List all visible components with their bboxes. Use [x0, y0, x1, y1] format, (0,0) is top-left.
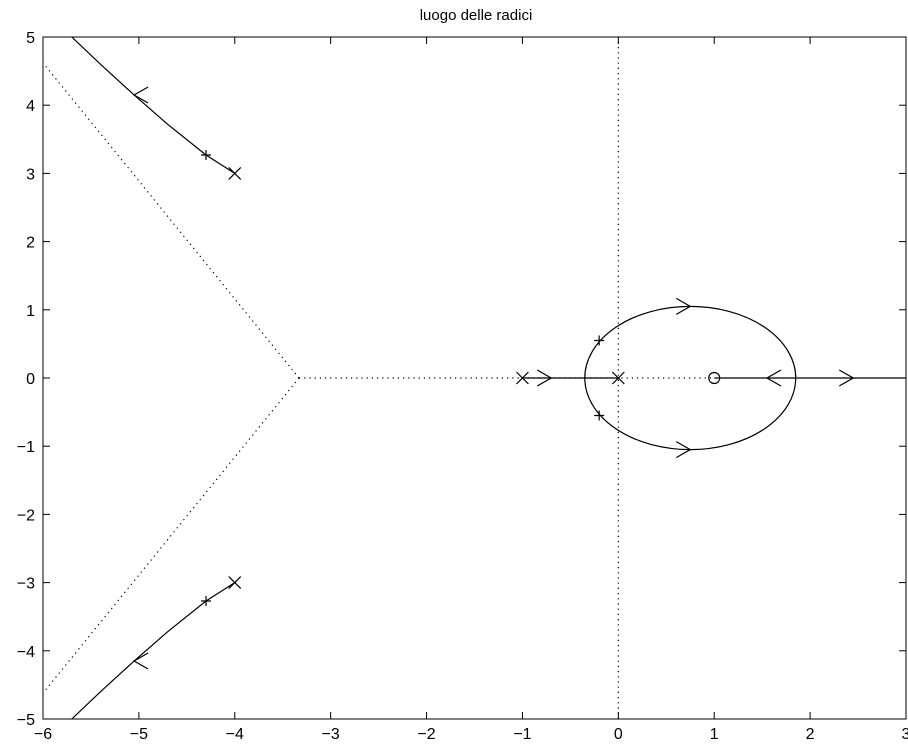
direction-arrow-1: [132, 652, 149, 670]
direction-arrow-3: [675, 297, 692, 315]
asymptote-layer: [43, 37, 715, 719]
pole-marker-2: [516, 371, 529, 385]
x-tick-label-2: −4: [226, 726, 244, 743]
x-tick-labels: −6 −5 −4 −3 −2 −1 0 1 2 3: [34, 726, 908, 743]
y-tick-label-5: 0: [26, 371, 35, 388]
pole-marker-1: [228, 576, 242, 590]
gain-point-marker-0: [201, 149, 212, 160]
pole-marker-3: [611, 371, 625, 385]
direction-arrow-2: [536, 369, 553, 387]
y-tick-label-0: −5: [17, 712, 35, 729]
axis-ticks: [42, 36, 907, 720]
direction-arrow-5: [765, 369, 782, 387]
gain-point-marker-2: [594, 335, 605, 346]
y-tick-label-6: 1: [26, 303, 35, 320]
x-tick-label-5: −1: [513, 726, 531, 743]
chart-title: luogo delle radici: [420, 7, 533, 24]
pole-marker-0: [228, 166, 242, 180]
gain-point-marker-3: [594, 410, 605, 421]
locus-branch-0: [71, 37, 236, 174]
y-tick-label-8: 3: [26, 166, 35, 183]
y-tick-label-2: −3: [17, 576, 35, 593]
asymptote-line-7: [43, 62, 300, 379]
y-tick-label-4: −1: [17, 439, 35, 456]
x-tick-label-4: −2: [417, 726, 435, 743]
y-tick-label-10: 5: [26, 30, 35, 47]
marker-layer: [132, 86, 855, 670]
locus-branch-1: [71, 582, 236, 719]
y-tick-label-3: −2: [17, 507, 35, 524]
y-tick-label-9: 4: [26, 98, 35, 115]
x-tick-label-6: 0: [614, 726, 623, 743]
x-tick-label-3: −3: [322, 726, 340, 743]
x-tick-label-0: −6: [34, 726, 52, 743]
x-tick-label-9: 3: [902, 726, 908, 743]
y-tick-labels: −5 −4 −3 −2 −1 0 1 2 3 4 5: [17, 30, 35, 729]
y-tick-label-1: −4: [17, 644, 35, 661]
direction-arrow-6: [838, 369, 855, 387]
asymptote-line-8: [43, 377, 300, 694]
locus-branches-layer: [71, 37, 906, 719]
x-tick-label-7: 1: [710, 726, 719, 743]
y-tick-label-7: 2: [26, 235, 35, 252]
direction-arrow-4: [675, 441, 692, 459]
direction-arrow-0: [132, 86, 149, 104]
x-tick-label-8: 2: [806, 726, 815, 743]
x-tick-label-1: −5: [130, 726, 148, 743]
zero-marker-0: [708, 371, 721, 385]
gain-point-marker-1: [201, 596, 212, 607]
